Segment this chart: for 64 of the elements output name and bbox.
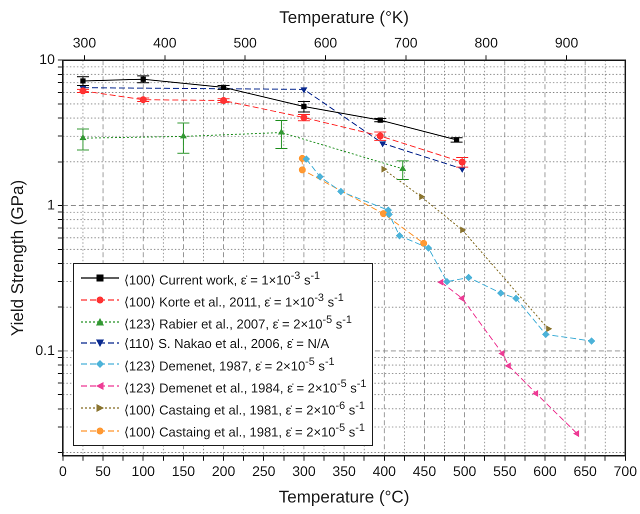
x-tick-label: 500 [452,463,477,480]
x2-tick-label: 800 [474,34,498,51]
legend-label: ⟨123⟩ Demenet, 1987, ε̇ = 2×10$^{-5}$ s$^{-1}$ [124,354,335,375]
x-tick-label: 0 [58,463,67,480]
point [505,362,511,369]
point [497,290,504,297]
point [460,226,466,234]
legend-label: ⟨100⟩ Castaing et al., 1981, ε̇ = 2×10$^{-6}$ s$^{-1}$ [124,399,365,420]
y-tick-label: 0.1 [35,342,56,358]
legend-label: ⟨123⟩ Rabier et al., 2007, ε̇ = 2×10$^{-5}$ s$^{-1}$ [124,313,352,334]
x2-tick-label: 400 [153,34,177,51]
point [512,294,520,302]
point [419,194,425,200]
y-tick-label: 10 [39,51,56,68]
point [386,210,393,218]
point [588,338,596,345]
x-tick-label: 100 [132,463,156,480]
point [424,244,432,252]
x-tick-label: 650 [573,463,598,480]
x-tick-label: 200 [212,463,236,480]
x-tick-label: 300 [292,463,316,480]
point [300,87,308,93]
point [574,430,580,437]
legend-label: ⟨100⟩ Korte et al., 2011, ε̇ = 1×10$^{-3}$ s$^{-1}$ [124,290,344,312]
x-tick-label: 700 [614,463,638,480]
point [302,156,310,163]
point [381,166,387,172]
point [380,141,386,147]
x-tick-label: 150 [172,463,196,480]
x2-tick-label: 500 [233,34,258,51]
legend-label: ⟨100⟩ Current work, ε̇ = 1×10$^{-3}$ s$^{-1}$ [124,268,320,289]
legend-label: ⟨100⟩ Castaing et al., 1981, ε̇ = 2×10$^{-5}$ s$^{-1}$ [124,421,365,442]
x2-tick-label: 900 [554,34,578,51]
point [438,279,444,286]
point [532,390,538,397]
legend-label: ⟨123⟩ Demenet et al., 1984, ε̇ = 2×10$^{-5}$ s$^{-1}$ [124,376,366,398]
x-tick-label: 350 [332,463,356,480]
point [546,326,552,332]
x-axis-title: Temperature (°C) [278,487,410,506]
x2-tick-label: 700 [394,34,418,51]
point [420,240,428,247]
x2-tick-label: 300 [72,34,96,51]
x-tick-label: 450 [412,463,436,480]
point [380,210,387,218]
point [337,188,344,195]
point [396,232,404,240]
x-tick-label: 600 [533,463,557,480]
point [542,330,550,338]
point [298,166,306,174]
y-axis-title: Yield Strength (GPa) [8,180,27,336]
legend-label: ⟨110⟩ S. Nakao et al., 2006, ε̇ = N/A [124,334,330,352]
x2-axis-title: Temperature (°K) [279,8,409,27]
point [140,76,146,82]
point [458,295,464,302]
y-tick-label: 1 [47,196,56,212]
point [465,274,472,282]
x-tick-label: 550 [493,463,517,480]
x2-tick-label: 600 [314,34,338,51]
point [443,278,450,286]
point [498,350,504,357]
point [316,173,324,180]
x-tick-label: 50 [95,463,112,480]
x-tick-label: 400 [372,463,396,480]
x-tick-label: 250 [252,463,276,480]
